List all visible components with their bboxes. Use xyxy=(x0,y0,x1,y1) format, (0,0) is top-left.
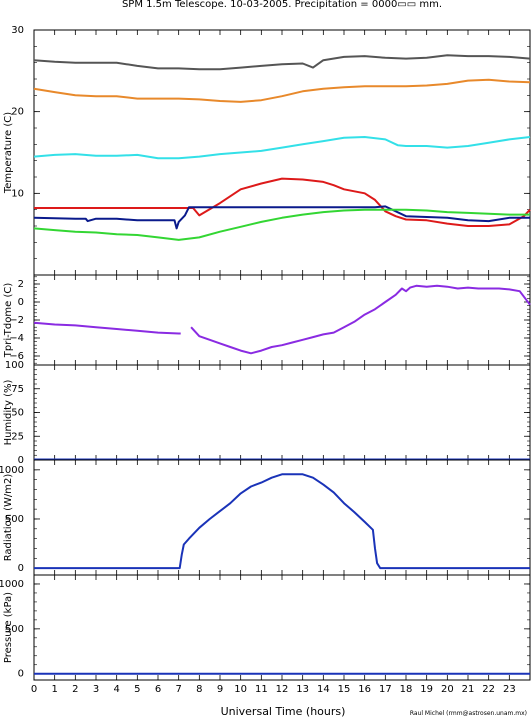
x-tick-label: 13 xyxy=(296,684,309,695)
x-tick-label: 2 xyxy=(72,684,78,695)
tpri-tdome-series-purple xyxy=(190,284,531,355)
x-tick-label: 20 xyxy=(441,684,454,695)
y-tick-label: 0 xyxy=(18,455,24,466)
author-credit: Raul Michel (rmm@astrosen.unam.mx) xyxy=(410,710,527,717)
y-tick-label: 10 xyxy=(11,188,24,199)
x-tick-label: 6 xyxy=(155,684,161,695)
x-tick-label: 4 xyxy=(113,684,119,695)
x-tick-label: 5 xyxy=(134,684,140,695)
y-tick-label: −2 xyxy=(9,315,24,326)
temperature-panel: 10 20 30 Temperature (C) xyxy=(3,25,531,276)
x-axis-label: Universal Time (hours) xyxy=(221,705,346,718)
x-tick-label: 22 xyxy=(482,684,495,695)
x-tick-label: 10 xyxy=(234,684,247,695)
y-tick-label: 30 xyxy=(11,25,24,36)
temperature-series-navy xyxy=(33,205,530,230)
y-tick-label: 2 xyxy=(18,279,24,290)
x-tick-label: 14 xyxy=(317,684,330,695)
humidity-frame xyxy=(33,364,531,461)
x-tick-label: 8 xyxy=(196,684,202,695)
x-tick-label: 11 xyxy=(255,684,268,695)
x-tick-label: 15 xyxy=(338,684,351,695)
y-tick-label: 25 xyxy=(11,431,24,442)
radiation-series-blue xyxy=(34,473,530,570)
x-tick-label: 9 xyxy=(217,684,223,695)
y-tick-label: −4 xyxy=(9,333,24,344)
tpri-tdome-series-purple xyxy=(33,321,181,335)
x-tick-label: 23 xyxy=(503,684,516,695)
y-tick-label: 20 xyxy=(11,107,24,118)
y-tick-label: 0 xyxy=(18,297,24,308)
x-tick-label: 7 xyxy=(175,684,181,695)
x-tick-label: 18 xyxy=(400,684,413,695)
temperature-frame xyxy=(33,29,531,276)
y-tick-label: 1000 xyxy=(0,579,24,590)
temperature-y-axis-label: Temperature (C) xyxy=(3,112,14,194)
y-tick-label: 100 xyxy=(5,360,24,371)
y-tick-label: 1000 xyxy=(0,465,24,476)
pressure-frame xyxy=(33,574,531,681)
y-tick-label: −6 xyxy=(9,351,24,362)
tpri-tdome-y-axis-label: Tpri-Tdome (C) xyxy=(3,283,14,359)
tpri-tdome-panel: −6 −4 −2 0 2 Tpri-Tdome (C) xyxy=(3,274,531,366)
y-tick-label: 0 xyxy=(18,669,24,680)
radiation-y-axis-label: Radiation (W/m2) xyxy=(3,474,14,562)
y-tick-label: 500 xyxy=(5,624,24,635)
x-tick-label: 21 xyxy=(462,684,475,695)
y-tick-label: 50 xyxy=(11,408,24,419)
x-tick-label: 12 xyxy=(276,684,289,695)
temperature-series-orange xyxy=(33,78,531,103)
radiation-frame xyxy=(33,459,531,576)
y-tick-label: 500 xyxy=(5,514,24,525)
x-tick-label: 0 xyxy=(31,684,37,695)
y-tick-label: 75 xyxy=(11,384,24,395)
pressure-y-axis-label: Pressure (kPa) xyxy=(3,592,14,663)
x-tick-label: 3 xyxy=(93,684,99,695)
x-tick-label: 1 xyxy=(51,684,57,695)
x-tick-label: 19 xyxy=(420,684,433,695)
humidity-y-axis-label: Humidity (%) xyxy=(3,379,14,445)
x-tick-label: 17 xyxy=(379,684,392,695)
chart-title: SPM 1.5m Telescope. 10-03-2005. Precipit… xyxy=(122,0,442,10)
y-tick-label: 0 xyxy=(18,563,24,574)
pressure-panel: 0 500 1000 Pressure (kPa) xyxy=(0,574,531,681)
humidity-panel: 0 25 50 75 100 Humidity (%) xyxy=(3,360,531,466)
temperature-series-red xyxy=(34,177,531,227)
temperature-series-cyan xyxy=(33,136,531,160)
temperature-series-green xyxy=(33,208,530,241)
x-tick-label: 16 xyxy=(358,684,371,695)
temperature-series-dark_gray xyxy=(33,54,531,71)
